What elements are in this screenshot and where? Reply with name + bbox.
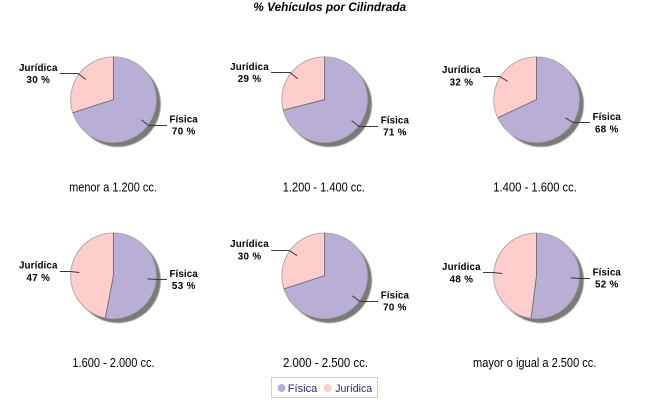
svg-text:71 %: 71 % [383,128,407,139]
svg-text:menor a 1.200 cc.: menor a 1.200 cc. [69,180,157,195]
svg-text:53 %: 53 % [172,281,196,292]
svg-text:Jurídica: Jurídica [442,65,481,76]
svg-text:48 %: 48 % [450,274,474,285]
svg-text:Física: Física [593,267,622,278]
svg-text:70 %: 70 % [172,127,196,138]
svg-text:52 %: 52 % [595,280,619,291]
svg-text:Jurídica: Jurídica [335,383,373,395]
svg-text:30 %: 30 % [238,251,262,262]
svg-text:% Vehículos por Cilindrada: % Vehículos por Cilindrada [253,0,406,14]
svg-text:Física: Física [381,115,410,126]
svg-text:Física: Física [170,114,199,125]
svg-text:1.600 - 2.000 cc.: 1.600 - 2.000 cc. [72,355,154,370]
svg-text:30 %: 30 % [27,75,51,86]
svg-text:1.200 - 1.400 cc.: 1.200 - 1.400 cc. [283,180,365,195]
svg-text:Jurídica: Jurídica [442,262,481,273]
svg-text:70 %: 70 % [383,303,407,314]
svg-text:Física: Física [381,290,410,301]
svg-text:Física: Física [288,383,318,395]
svg-text:2.000 - 2.500 cc.: 2.000 - 2.500 cc. [283,355,368,370]
svg-text:47 %: 47 % [27,273,51,284]
svg-text:Física: Física [170,269,199,280]
svg-text:Física: Física [593,112,622,123]
svg-text:68 %: 68 % [595,124,619,135]
svg-text:mayor o igual a 2.500 cc.: mayor o igual a 2.500 cc. [473,355,596,370]
svg-text:32 %: 32 % [450,78,474,89]
svg-text:Jurídica: Jurídica [230,239,269,250]
svg-text:29 %: 29 % [238,74,262,85]
svg-text:Jurídica: Jurídica [19,261,58,272]
svg-text:Jurídica: Jurídica [230,62,269,73]
svg-text:1.400 - 1.600 cc.: 1.400 - 1.600 cc. [493,180,577,195]
svg-text:Jurídica: Jurídica [19,63,58,74]
